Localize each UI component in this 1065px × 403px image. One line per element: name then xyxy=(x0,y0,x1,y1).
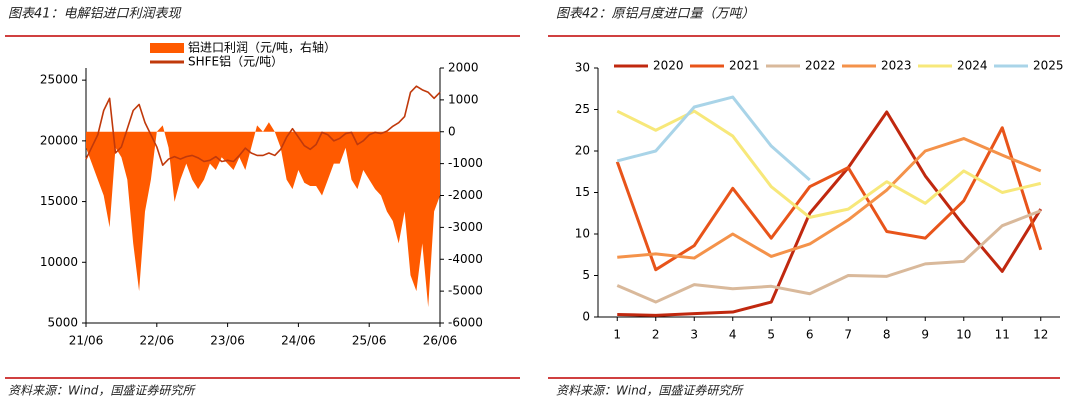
y2-tick-label: 0 xyxy=(448,124,456,138)
line xyxy=(616,109,1042,219)
y2-tick-label: -5000 xyxy=(448,284,483,298)
x-tick-label: 26/06 xyxy=(423,334,458,348)
legend-label: 2023 xyxy=(881,59,912,73)
x-tick-label: 4 xyxy=(729,328,737,342)
x-tick-label: 12 xyxy=(1033,328,1048,342)
x-tick-label: 10 xyxy=(956,328,971,342)
x-tick-label: 8 xyxy=(883,328,891,342)
x-tick-label: 24/06 xyxy=(281,334,316,348)
x-tick-label: 9 xyxy=(921,328,929,342)
x-tick-label: 2 xyxy=(652,328,660,342)
line xyxy=(616,209,1042,304)
y2-tick-label: 1000 xyxy=(448,92,479,106)
legend-label: 铝进口利润（元/吨，右轴） xyxy=(188,40,336,55)
y2-tick-label: -2000 xyxy=(448,188,483,202)
chart-title: 图表42：原铝月度进口量（万吨） xyxy=(556,6,755,22)
x-tick-label: 11 xyxy=(995,328,1010,342)
line xyxy=(85,85,441,166)
x-tick-label: 7 xyxy=(844,328,852,342)
y2-tick-label: 2000 xyxy=(448,61,479,75)
y-tick-label: 15 xyxy=(575,185,590,199)
y-tick-label: 15000 xyxy=(40,194,78,208)
y2-tick-label: -1000 xyxy=(448,156,483,170)
y2-tick-label: -6000 xyxy=(448,316,483,330)
y2-tick-label: -4000 xyxy=(448,252,483,266)
line xyxy=(615,126,1043,272)
x-tick-label: 21/06 xyxy=(69,334,104,348)
area xyxy=(86,122,440,308)
legend-label: SHFE铝（元/吨） xyxy=(188,54,283,69)
legend-label: 2021 xyxy=(729,59,760,73)
line xyxy=(617,110,1043,317)
y-tick-label: 10000 xyxy=(40,255,78,269)
y-tick-label: 25000 xyxy=(40,73,78,87)
y-tick-label: 30 xyxy=(575,61,590,75)
y-tick-label: 0 xyxy=(582,310,590,324)
x-tick-label: 3 xyxy=(690,328,698,342)
y-tick-label: 20000 xyxy=(40,133,78,147)
legend-label: 2022 xyxy=(805,59,836,73)
legend-label: 2024 xyxy=(957,59,988,73)
x-tick-label: 1 xyxy=(613,328,621,342)
chart-title: 图表41：电解铝进口利润表现 xyxy=(8,7,183,22)
legend-label: 2020 xyxy=(653,59,684,73)
y2-tick-label: -3000 xyxy=(448,220,483,234)
legend-label: 2025 xyxy=(1033,59,1064,73)
line xyxy=(616,95,811,182)
x-tick-label: 6 xyxy=(806,328,814,342)
source: 资料来源：Wind，国盛证券研究所 xyxy=(8,384,196,398)
y-tick-label: 5000 xyxy=(47,316,78,330)
y-tick-label: 5 xyxy=(582,268,590,282)
line xyxy=(617,137,1042,260)
x-tick-label: 5 xyxy=(767,328,775,342)
x-tick-label: 25/06 xyxy=(352,334,387,348)
x-tick-label: 22/06 xyxy=(140,334,175,348)
legend-swatch xyxy=(150,43,184,53)
y-tick-label: 25 xyxy=(575,102,590,116)
source: 资料来源：Wind，国盛证券研究所 xyxy=(556,384,744,398)
y-tick-label: 20 xyxy=(575,144,590,158)
x-tick-label: 23/06 xyxy=(210,334,245,348)
y-tick-label: 10 xyxy=(575,227,590,241)
